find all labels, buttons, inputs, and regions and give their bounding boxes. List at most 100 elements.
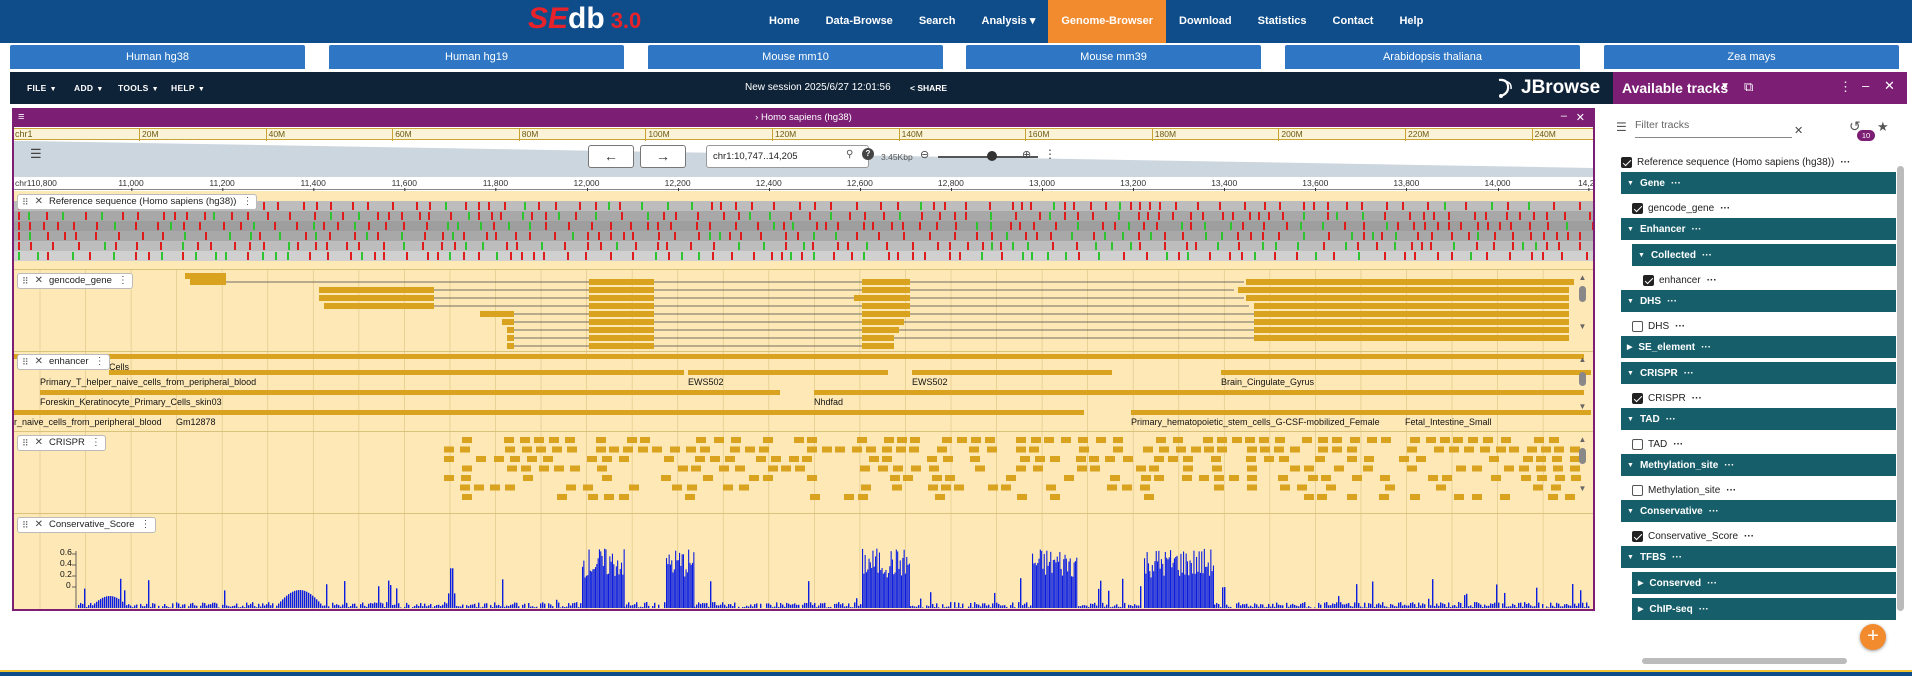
drag-handle-icon[interactable]: ⠿ [22,438,29,448]
location-input[interactable]: chr1:10,747..14,205 [706,145,869,168]
more-options-icon[interactable]: ··· [1670,177,1681,189]
more-options-icon[interactable]: ··· [1691,392,1702,404]
close-track-icon[interactable]: ✕ [34,519,43,530]
more-options-icon[interactable]: ··· [1708,505,1719,517]
zoom-slider-thumb[interactable] [987,151,997,161]
close-track-icon[interactable]: ✕ [34,356,43,367]
more-options-icon[interactable]: ··· [1840,156,1851,168]
view-hamburger-icon[interactable]: ☰ [30,146,42,161]
scroll-thumb[interactable] [1579,448,1586,464]
scroll-thumb[interactable] [1642,658,1847,664]
category-conservative[interactable]: ▼ Conservative ··· [1621,500,1896,522]
more-options-icon[interactable]: ··· [1673,438,1684,450]
category-crispr[interactable]: ▼ CRISPR ··· [1621,362,1896,384]
genome-tab-zea-mays[interactable]: Zea mays [1604,45,1899,69]
track-scrollbar[interactable]: ▲ ▼ [1578,273,1587,331]
genome-tab-human-hg38[interactable]: Human hg38 [10,45,305,69]
drag-handle-icon[interactable]: ⠿ [22,520,29,530]
genome-tab-mouse-mm10[interactable]: Mouse mm10 [648,45,943,69]
overview-scale[interactable]: chr1 20M 40M 60M 80M 100M 120M 140M 160M 180M 200… [14,128,1593,141]
more-options-icon[interactable]: ··· [1706,274,1717,286]
view-title[interactable]: › Homo sapiens (hg38) [14,112,1593,123]
collapsed-caret-icon[interactable]: ▶ [1638,580,1644,587]
category-collected[interactable]: ▼ Collected ··· [1632,244,1896,266]
view-more-icon[interactable]: ⋮ [1044,147,1056,161]
scroll-thumb[interactable] [1579,286,1586,302]
track-checkbox-reference-sequence-homo-sapiens-hg38[interactable]: Reference sequence (Homo sapiens (hg38))… [1621,152,1896,172]
site-logo[interactable]: SE db 3.0 [528,2,641,40]
drag-handle-icon[interactable]: ⠿ [22,276,29,286]
more-options-icon[interactable]: ··· [1667,295,1678,307]
close-track-icon[interactable]: ✕ [34,275,43,286]
expanded-caret-icon[interactable]: ▼ [1627,553,1634,561]
scroll-thumb[interactable] [1579,372,1586,386]
close-track-icon[interactable]: ✕ [34,196,43,207]
category-gene[interactable]: ▼ Gene ··· [1621,172,1896,194]
category-tad[interactable]: ▼ TAD ··· [1621,408,1896,430]
close-track-icon[interactable]: ✕ [34,437,43,448]
clear-filter-icon[interactable]: ✕ [1794,125,1804,137]
minimize-icon[interactable]: – [1560,110,1567,122]
checkbox-unchecked[interactable] [1632,320,1643,332]
expanded-caret-icon[interactable]: ▼ [1627,415,1634,423]
panel-more-icon[interactable]: ⋮ [1839,79,1852,94]
nav-contact[interactable]: Contact [1332,15,1374,27]
nav-help[interactable]: Help [1399,15,1424,27]
view-menu-icon[interactable]: ≡ [18,111,25,123]
more-options-icon[interactable]: ··· [1672,551,1683,563]
panel-horizontal-scrollbar[interactable] [1628,657,1893,665]
menu-add[interactable]: ADD ▼ [74,72,104,104]
track-menu-icon[interactable]: ⋮ [90,437,101,448]
track-scrollbar[interactable]: ▲ ▼ [1578,355,1587,411]
drag-handle-icon[interactable]: ⠿ [22,357,29,367]
nav-analysis[interactable]: Analysis ▾ [981,15,1036,27]
track-menu-icon[interactable]: ⋮ [94,356,105,367]
caret-down-icon[interactable]: ▼ [1720,81,1730,92]
category-dhs[interactable]: ▼ DHS ··· [1621,290,1896,312]
popout-icon[interactable]: ⧉ [1744,79,1754,94]
more-options-icon[interactable]: ··· [1698,603,1709,615]
session-name[interactable]: New session 2025/6/27 12:01:56 [745,82,891,93]
menu-file[interactable]: FILE ▼ [27,72,57,104]
checkbox-checked[interactable] [1643,274,1654,286]
track-menu-icon[interactable]: ⋮ [140,519,151,530]
panel-vertical-scrollbar[interactable] [1896,152,1905,657]
checkbox-unchecked[interactable] [1632,484,1643,496]
checkbox-checked[interactable] [1632,202,1643,214]
more-options-icon[interactable]: ··· [1744,530,1755,542]
genome-tab-mouse-mm39[interactable]: Mouse mm39 [966,45,1261,69]
track-checkbox-gencode-gene[interactable]: gencode_gene ··· [1632,198,1896,218]
expanded-caret-icon[interactable]: ▼ [1638,251,1645,259]
nav-statistics[interactable]: Statistics [1257,15,1307,27]
nav-download[interactable]: Download [1179,15,1232,27]
expanded-caret-icon[interactable]: ▼ [1627,369,1634,377]
scroll-right-button[interactable]: → [640,145,686,168]
more-options-icon[interactable]: ··· [1707,577,1718,589]
expanded-caret-icon[interactable]: ▼ [1627,179,1634,187]
close-panel-icon[interactable]: ✕ [1884,78,1895,93]
track-scrollbar[interactable]: ▲ ▼ [1578,435,1587,493]
add-track-button[interactable]: + [1860,624,1886,650]
category-enhancer[interactable]: ▼ Enhancer ··· [1621,218,1896,240]
checkbox-checked[interactable] [1632,392,1643,404]
nav-genome-browser[interactable]: Genome-Browser [1048,0,1167,43]
nav-data-browse[interactable]: Data-Browse [825,15,893,27]
track-checkbox-tad[interactable]: TAD ··· [1632,434,1896,454]
track-menu-icon[interactable]: ⋮ [117,275,128,286]
more-options-icon[interactable]: ··· [1701,341,1712,353]
recent-tracks-icon[interactable]: ↺ [1849,118,1861,134]
checkbox-checked[interactable] [1632,530,1643,542]
more-options-icon[interactable]: ··· [1720,202,1731,214]
favorite-star-icon[interactable]: ★ [1877,119,1889,134]
nav-home[interactable]: Home [769,15,800,27]
panel-title[interactable]: Available tracks [1622,80,1729,96]
zoom-in-icon[interactable]: ⊕ [1022,149,1032,161]
coordinate-ruler[interactable]: chr110,800 11,000 11,200 11,400 11,600 11,80… [14,178,1593,191]
close-view-icon[interactable]: ✕ [1575,112,1585,124]
minimize-icon[interactable]: – [1862,78,1870,93]
menu-help[interactable]: HELP ▼ [171,72,205,104]
category-chip-seq[interactable]: ▶ ChIP-seq ··· [1632,598,1896,620]
expanded-caret-icon[interactable]: ▼ [1627,507,1634,515]
zoom-out-icon[interactable]: ⊖ [920,149,930,161]
expanded-caret-icon[interactable]: ▼ [1627,297,1634,305]
